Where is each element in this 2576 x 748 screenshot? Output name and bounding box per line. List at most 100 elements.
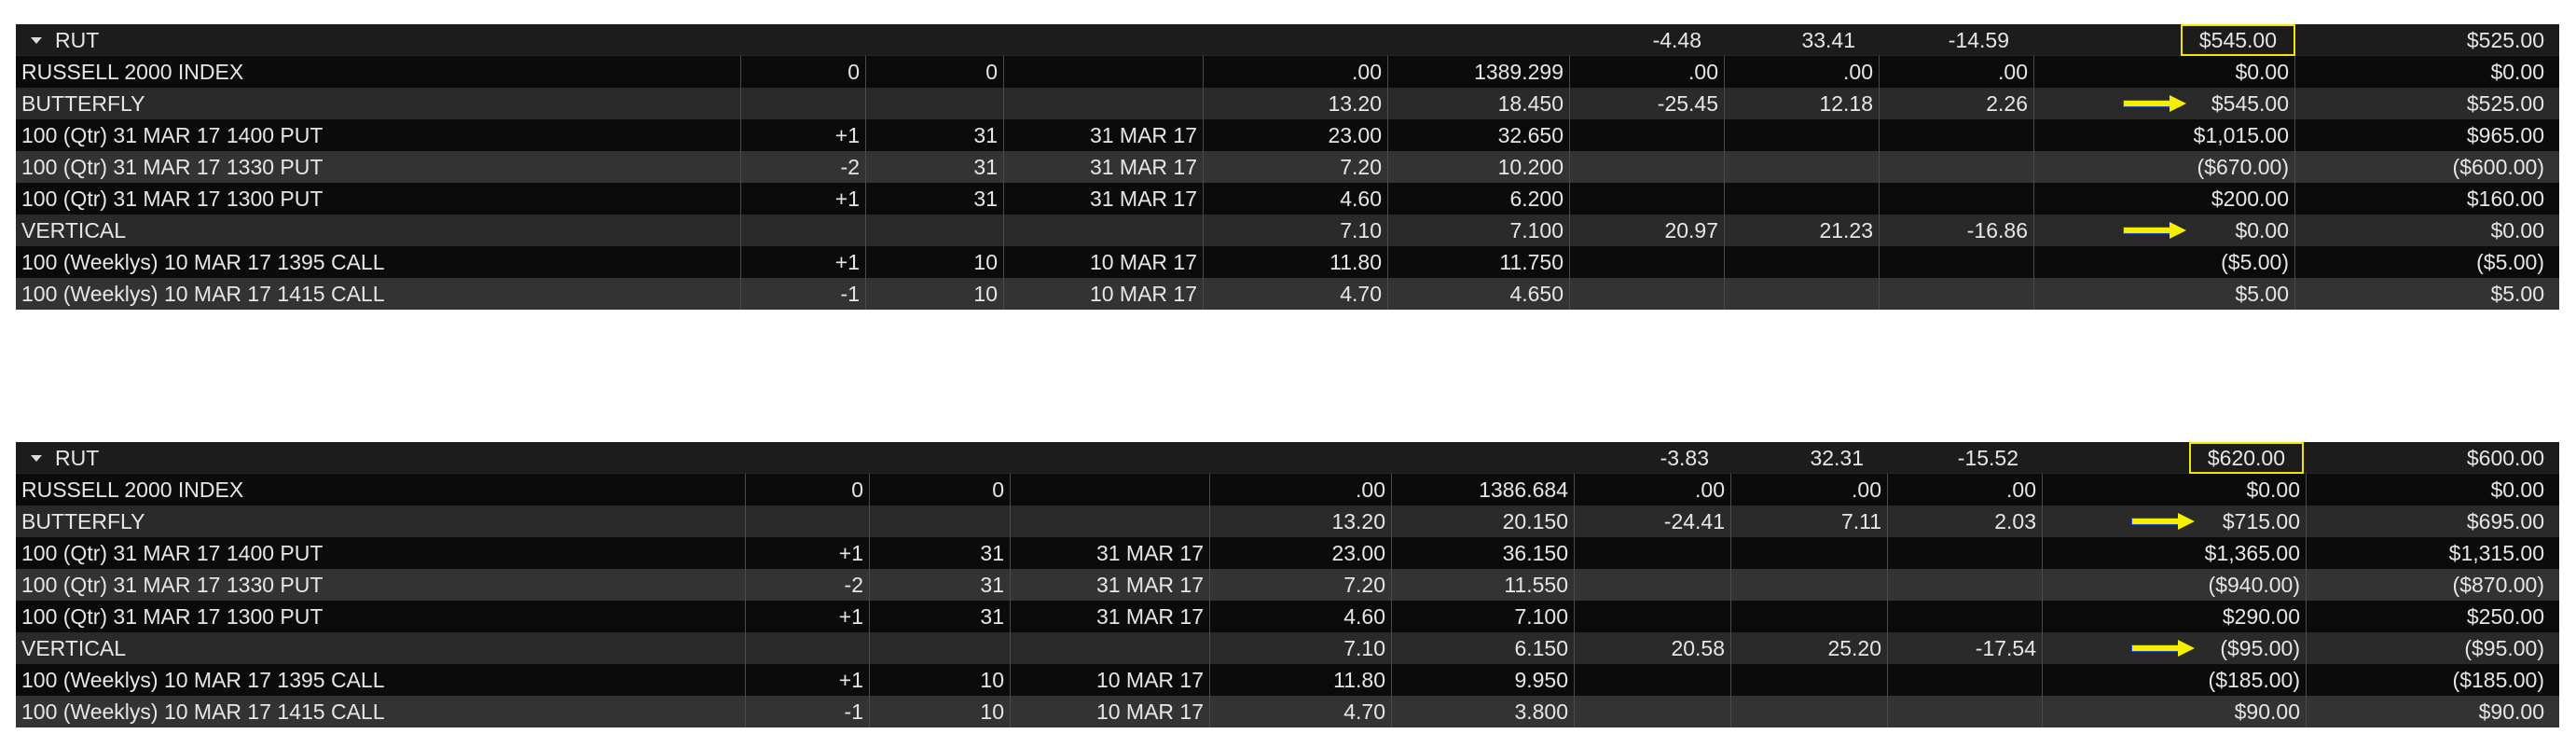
description-cell: 100 (Qtr) 31 MAR 17 1330 PUT <box>21 573 324 597</box>
value-cell-10: $1,315.00 <box>2306 537 2550 569</box>
value-cell-2: 10 <box>869 696 1010 727</box>
value-cell-3: 10 MAR 17 <box>1010 696 1209 727</box>
value-cell-7 <box>1724 151 1879 183</box>
value-cell-7 <box>1724 246 1879 278</box>
value-cell-2: 0 <box>865 56 1003 88</box>
value-cell-6 <box>1569 278 1724 310</box>
description-cell: 100 (Weeklys) 10 MAR 17 1415 CALL <box>21 700 385 724</box>
table-row[interactable]: 100 (Weeklys) 10 MAR 17 1395 CALL +1 10 10 … <box>16 246 2559 278</box>
value-cell-10: ($5.00) <box>2294 246 2550 278</box>
collapse-triangle-icon[interactable] <box>31 454 42 462</box>
table-row[interactable]: RUSSELL 2000 INDEX 0 0.00 1386.684.00.00.00… <box>16 474 2559 506</box>
value-cell-1: 0 <box>740 56 865 88</box>
value-cell-8 <box>1879 246 2033 278</box>
symbol-label: RUT <box>55 446 100 470</box>
table-row[interactable]: RUSSELL 2000 INDEX 0 0.00 1389.299.00.00.00… <box>16 56 2559 88</box>
table-row[interactable]: 100 (Qtr) 31 MAR 17 1400 PUT +1 31 31 MAR 1… <box>16 537 2559 569</box>
value-cell-1: -1 <box>745 696 869 727</box>
value-cell-2 <box>869 506 1010 537</box>
value-cell-5: 7.100 <box>1387 215 1569 246</box>
value-cell-1 <box>745 632 869 664</box>
value-cell-7 <box>1724 119 1879 151</box>
table-row[interactable]: 100 (Qtr) 31 MAR 17 1300 PUT +1 31 31 MAR 1… <box>16 601 2559 632</box>
value-cell-1 <box>745 506 869 537</box>
yellow-arrow-icon <box>2123 95 2186 112</box>
table-row[interactable]: VERTICAL 7.10 6.150 20.58 25.20 -17.54 ($95.00… <box>16 632 2559 664</box>
value-cell-1 <box>740 88 865 119</box>
table-row[interactable]: 100 (Weeklys) 10 MAR 17 1395 CALL +1 10 10 … <box>16 664 2559 696</box>
value-cell-4: 13.20 <box>1203 88 1387 119</box>
value-cell-2: 31 <box>865 151 1003 183</box>
value-cell-8: -17.54 <box>1887 632 2042 664</box>
value-cell-9: $0.00 <box>2033 56 2294 88</box>
table-row[interactable]: 100 (Weeklys) 10 MAR 17 1415 CALL -1 10 10 … <box>16 696 2559 727</box>
value-cell-7: 21.23 <box>1724 215 1879 246</box>
table-row[interactable]: 100 (Weeklys) 10 MAR 17 1415 CALL -1 10 10 … <box>16 278 2559 310</box>
highlight-box-value: $545.00 <box>2180 24 2295 56</box>
value-cell-2: 31 <box>869 569 1010 601</box>
description-cell: 100 (Weeklys) 10 MAR 17 1415 CALL <box>21 282 385 306</box>
value-cell-9: $715.00 <box>2042 506 2306 537</box>
symbol-cell[interactable]: RUT <box>16 24 743 56</box>
table-row[interactable]: 100 (Qtr) 31 MAR 17 1400 PUT +1 31 31 MAR 1… <box>16 119 2559 151</box>
value-cell-1: +1 <box>740 246 865 278</box>
value-cell-6 <box>1569 183 1724 215</box>
symbol-cell[interactable]: RUT <box>16 442 743 474</box>
value-cell-10: $160.00 <box>2294 183 2550 215</box>
value-cell-7 <box>1730 696 1887 727</box>
value-cell-10: $0.00 <box>2294 215 2550 246</box>
value-cell-4: .00 <box>1209 474 1391 506</box>
value-cell-8 <box>1879 151 2033 183</box>
collapse-triangle-icon[interactable] <box>31 36 42 44</box>
value-cell-8: 2.03 <box>1887 506 2042 537</box>
value-cell-2: 0 <box>869 474 1010 506</box>
value-cell-5: 18.450 <box>1387 88 1569 119</box>
value-cell-7 <box>1730 537 1887 569</box>
value-cell-4: 11.80 <box>1209 664 1391 696</box>
value-cell-1: -2 <box>745 569 869 601</box>
value-cell-9: $0.00 <box>2042 474 2306 506</box>
value-cell-8 <box>1879 119 2033 151</box>
table-row[interactable]: VERTICAL 7.10 7.100 20.97 21.23 -16.86 $0.00 $0… <box>16 215 2559 246</box>
value-cell-3: 31 MAR 17 <box>1003 151 1203 183</box>
group-header-row[interactable]: RUT -3.83 32.31 -15.52 $620.00 $600.00 <box>16 442 2559 474</box>
header-cell-9: 32.31 <box>1810 446 1864 470</box>
value-cell-4: 4.70 <box>1203 278 1387 310</box>
value-cell-5: 3.800 <box>1391 696 1574 727</box>
value-cell-4: 11.80 <box>1203 246 1387 278</box>
value-cell-2 <box>865 215 1003 246</box>
value-cell-3: 31 MAR 17 <box>1003 183 1203 215</box>
value-cell-3 <box>1003 88 1203 119</box>
description-cell: 100 (Qtr) 31 MAR 17 1400 PUT <box>21 541 324 565</box>
table-row[interactable]: 100 (Qtr) 31 MAR 17 1330 PUT -2 31 31 MAR 1… <box>16 569 2559 601</box>
value-cell-3 <box>1003 56 1203 88</box>
value-cell-5: 1386.684 <box>1391 474 1574 506</box>
table-row[interactable]: BUTTERFLY 13.20 18.450 -25.45 12.18 2.26 $545.… <box>16 88 2559 119</box>
value-cell-3: 10 MAR 17 <box>1003 246 1203 278</box>
value-cell-5: 7.100 <box>1391 601 1574 632</box>
value-cell-2: 31 <box>869 537 1010 569</box>
description-cell: BUTTERFLY <box>21 91 145 116</box>
value-cell-8 <box>1887 537 2042 569</box>
group-header-row[interactable]: RUT -4.48 33.41 -14.59 $545.00 $525.00 <box>16 24 2559 56</box>
value-cell-2 <box>869 632 1010 664</box>
value-cell-7: .00 <box>1730 474 1887 506</box>
value-cell-3 <box>1003 215 1203 246</box>
value-cell-4: 13.20 <box>1209 506 1391 537</box>
yellow-arrow-icon <box>2131 513 2195 530</box>
value-cell-8: 2.26 <box>1879 88 2033 119</box>
table-row[interactable]: 100 (Qtr) 31 MAR 17 1330 PUT -2 31 31 MAR 1… <box>16 151 2559 183</box>
yellow-arrow-icon <box>2131 640 2195 657</box>
table-row[interactable]: 100 (Qtr) 31 MAR 17 1300 PUT +1 31 31 MAR 1… <box>16 183 2559 215</box>
value-cell-3: 31 MAR 17 <box>1003 119 1203 151</box>
value-cell-10: ($95.00) <box>2306 632 2550 664</box>
table-row[interactable]: BUTTERFLY 13.20 20.150 -24.41 7.11 2.03 $715.0… <box>16 506 2559 537</box>
value-cell-2: 10 <box>865 278 1003 310</box>
value-cell-3: 10 MAR 17 <box>1010 664 1209 696</box>
value-cell-1: +1 <box>745 537 869 569</box>
header-cell-8: -4.48 <box>1652 28 1701 52</box>
value-cell-6: .00 <box>1574 474 1730 506</box>
value-cell-2: 31 <box>865 119 1003 151</box>
description-cell: VERTICAL <box>21 218 127 242</box>
value-cell-6: 20.97 <box>1569 215 1724 246</box>
